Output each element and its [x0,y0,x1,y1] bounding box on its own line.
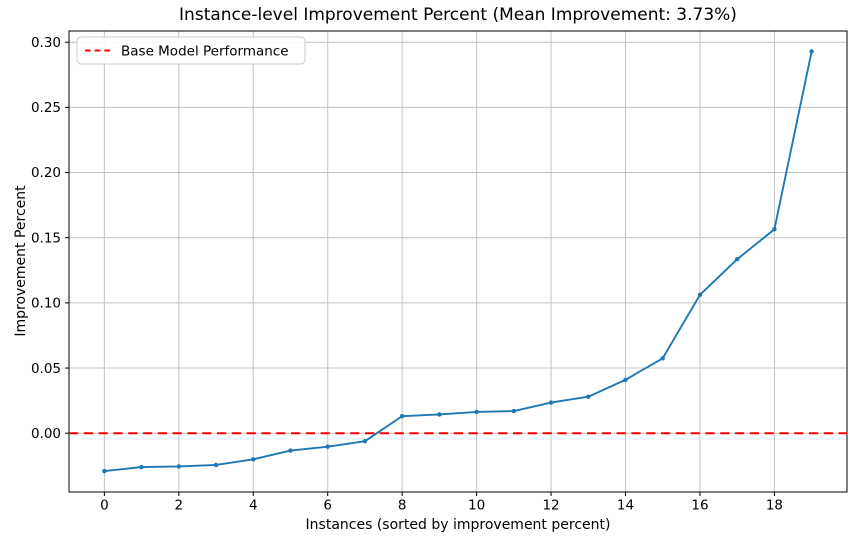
data-point-marker [325,444,330,449]
legend-box [76,36,306,65]
x-axis-label: Instances (sorted by improvement percent… [305,517,611,533]
y-tick-label: 0.15 [31,230,61,246]
data-point-marker [176,464,182,469]
y-tick-label: 0.05 [31,361,61,377]
x-tick-label: 4 [249,498,258,514]
data-point-marker [548,400,554,405]
data-point-marker [660,356,665,361]
data-point-marker [772,227,777,232]
y-tick-label: 0.00 [31,426,61,442]
y-tick-label: 0.10 [31,296,61,312]
data-point-marker [288,448,293,453]
data-point-marker [139,464,144,470]
data-point-marker [362,438,368,444]
legend: Base Model Performance [76,36,306,65]
data-point-marker [437,412,442,417]
y-tick-label: 0.30 [31,35,61,51]
data-point-marker [697,292,703,298]
y-tick-label: 0.25 [31,100,61,116]
chart-title: Instance-level Improvement Percent (Mean… [179,5,737,25]
y-axis-label: Improvement Percent [13,185,29,337]
data-point-marker [809,49,814,54]
data-point-marker [586,394,591,399]
improvement-line [103,50,813,472]
data-point-marker [102,468,107,474]
data-point-marker [213,462,219,468]
data-point-marker [734,257,740,262]
x-tick-label: 14 [617,498,634,514]
x-tick-label: 12 [542,498,559,514]
y-tick-label: 0.20 [31,165,61,181]
x-tick-label: 2 [175,498,184,514]
legend-label: Base Model Performance [121,43,289,59]
data-point-marker [251,457,256,462]
x-tick-label: 10 [468,498,485,514]
data-point-marker [511,408,517,414]
data-point-marker [623,377,628,382]
x-tick-label: 6 [323,498,332,514]
x-tick-label: 18 [766,498,783,514]
axes-spines [68,30,848,493]
data-point-marker [399,413,405,419]
x-tick-label: 16 [691,498,708,514]
x-tick-label: 8 [398,498,407,514]
x-tick-label: 0 [100,498,109,514]
data-point-marker [474,409,479,415]
